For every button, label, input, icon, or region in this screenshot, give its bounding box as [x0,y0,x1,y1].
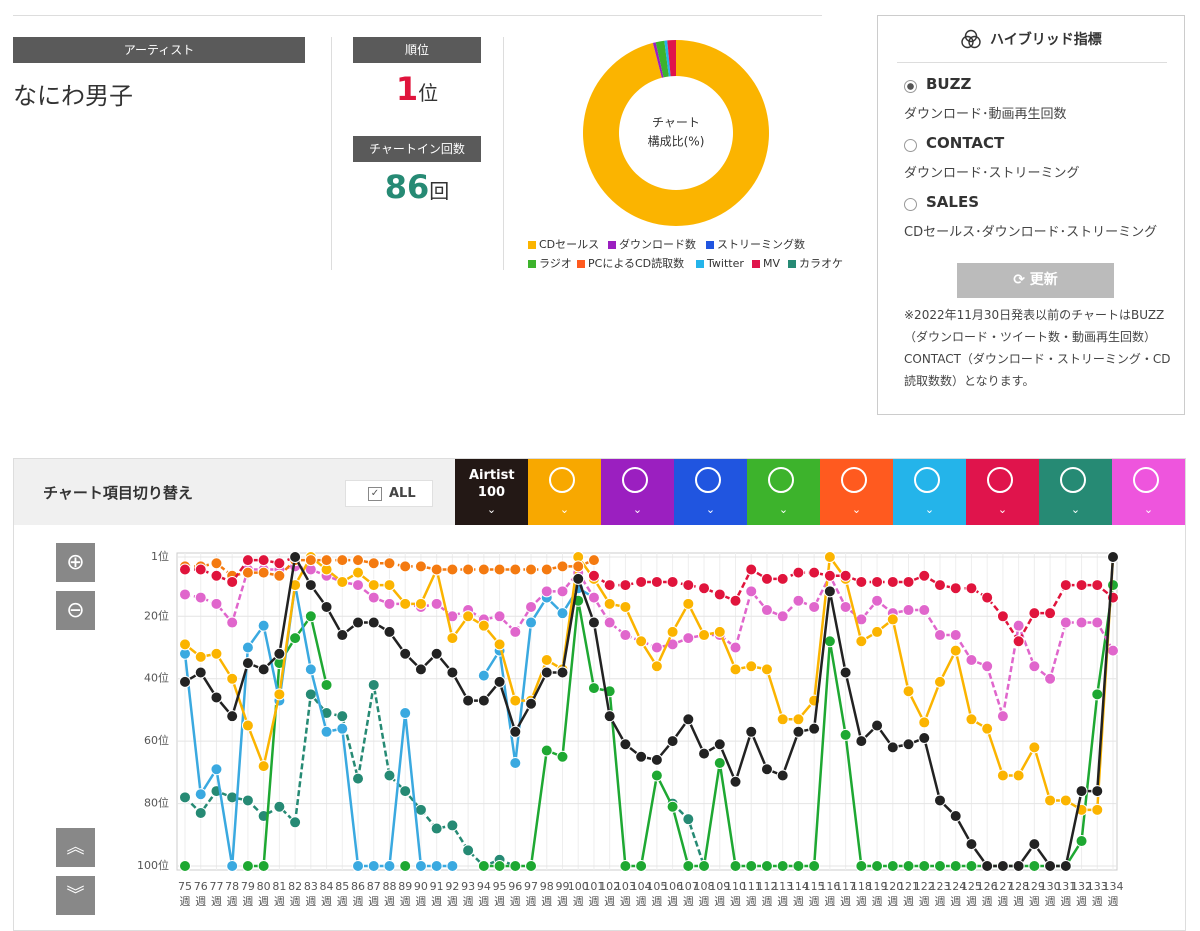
scroll-down[interactable]: ︾ [56,876,95,915]
tab[interactable]: ⌄ [674,459,747,525]
option-description: ダウンロード･ストリーミング [904,166,1080,181]
legend-label: ラジオ [539,257,572,270]
checkbox: ✓ [368,487,382,501]
pie-slice [655,40,669,78]
chart-in: 86回 [353,168,481,206]
radio[interactable] [904,198,917,211]
tab-icon [695,467,721,493]
chart-in-value: 86 [384,168,430,206]
radio[interactable] [904,80,917,93]
tab-chevron: ⌄ [924,503,935,516]
update-button[interactable]: ⟳ 更新 [957,263,1114,298]
option-name: CONTACT [926,134,1005,152]
pie-center-label: チャート [652,116,700,130]
rank-value: 1 [395,70,419,108]
note: ※2022年11月30日発表以前のチャートはBUZZ（ダウンロード・ツイート数・… [904,308,1171,388]
tab-icon [1060,467,1086,493]
chart-panel [13,458,1186,931]
divider [503,37,504,270]
tab-icon [549,467,575,493]
tab-chevron: ⌄ [851,503,862,516]
tab-chevron: ⌄ [997,503,1008,516]
radio[interactable] [904,139,917,152]
legend-swatch [706,241,714,249]
pie-slice [664,40,671,77]
zoom-in[interactable]: ⊕ [56,543,95,582]
tab[interactable]: ⌄ [966,459,1039,525]
tab[interactable]: ⌄ [893,459,966,525]
legend-swatch [528,241,536,249]
legend-label: CDセールス [539,238,599,251]
legend-swatch [696,260,704,268]
zoom-out[interactable]: ⊖ [56,591,95,630]
legend-label: PCによるCD読取数 [588,256,684,270]
tab-chevron: ⌄ [1070,503,1081,516]
tab-chevron: ⌄ [632,503,643,516]
tab-icon [768,467,794,493]
tab[interactable]: ⌄ [747,459,820,525]
option-name: BUZZ [926,75,972,93]
pie-slice [655,42,664,78]
legend-label: カラオケ [799,257,843,270]
tab-chevron: ⌄ [1143,503,1154,516]
tab[interactable]: ⌄ [528,459,601,525]
legend-swatch [788,260,796,268]
tab-chevron: ⌄ [486,503,497,516]
rule [897,62,1167,63]
rank-unit: 位 [418,81,439,105]
tab-icon [622,467,648,493]
tab[interactable]: ⌄ [601,459,674,525]
top-rule [13,15,822,16]
option-name: SALES [926,193,980,211]
toolbar-title: チャート項目切り替え [43,484,193,502]
chart-in-unit: 回 [429,179,450,203]
hybrid-title: ハイブリッド指標 [990,32,1102,48]
tab-icon [841,467,867,493]
tab[interactable]: Airtist 100 ⌄ [455,459,528,525]
tab-icon [914,467,940,493]
legend-swatch [608,241,616,249]
pie-slice [664,40,669,77]
tab-icon [987,467,1013,493]
tab-chevron: ⌄ [559,503,570,516]
all-label: ALL [389,486,416,501]
pie-center-label: 構成比(%) [648,135,705,149]
tab[interactable]: ⌄ [1039,459,1112,525]
pie-slice [667,40,676,77]
rank-header: 順位 [353,37,481,63]
tab[interactable]: ⌄ [820,459,893,525]
tab-chevron: ⌄ [778,503,789,516]
rank: 1位 [353,70,481,108]
pie-slice [582,40,769,226]
tab[interactable]: ⌄ [1112,459,1185,525]
artist-header: アーティスト [13,37,305,63]
hybrid-icon [961,29,981,49]
hybrid-panel: ハイブリッド指標 BUZZ ダウンロード･動画再生回数 CONTACT ダウンロード･… [877,15,1185,415]
legend-swatch [577,260,585,268]
tab-icon [1133,467,1159,493]
legend-label: MV [763,257,780,270]
option-description: CDセールス･ダウンロード･ストリーミング [904,225,1158,240]
tab-chevron: ⌄ [705,503,716,516]
pie-slice [652,42,664,78]
update-label: 更新 [1029,272,1058,288]
scroll-up[interactable]: ︽ [56,828,95,867]
legend-label: Twitter [706,257,744,270]
tab-label: Airtist 100 [469,468,515,500]
legend-label: ストリーミング数 [717,237,805,251]
legend-label: ダウンロード数 [619,237,696,251]
chart-in-header: チャートイン回数 [353,136,481,162]
divider [331,37,332,270]
all-toggle[interactable]: ✓ ALL [345,480,433,507]
option-description: ダウンロード･動画再生回数 [904,107,1067,122]
legend-swatch [752,260,760,268]
artist-name: なにわ男子 [13,82,133,110]
legend-swatch [528,260,536,268]
